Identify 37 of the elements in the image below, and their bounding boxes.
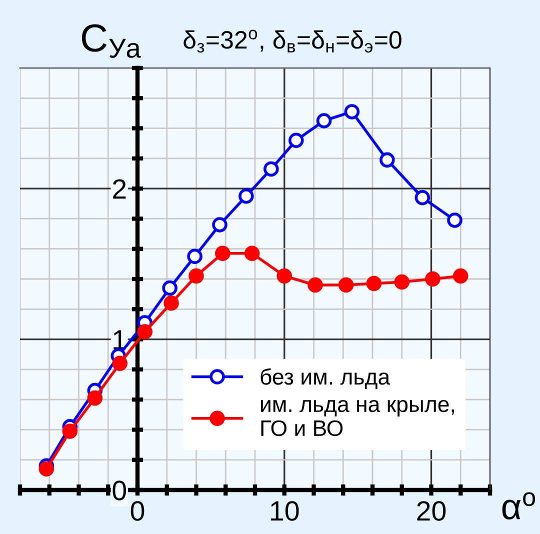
point — [447, 212, 462, 228]
point — [414, 190, 430, 206]
point — [162, 280, 178, 296]
legend-label: без им. льда — [260, 368, 390, 389]
point — [308, 277, 323, 293]
y-tick-label: 2 — [113, 179, 126, 199]
point — [112, 356, 128, 372]
point — [452, 268, 468, 284]
point — [338, 277, 354, 293]
point — [87, 390, 103, 406]
x-axis-title: α$^{o}$ — [502, 492, 536, 520]
x-tick-label: 10 — [271, 501, 299, 521]
point — [188, 268, 204, 284]
point — [38, 461, 54, 477]
point — [187, 248, 202, 264]
point — [137, 324, 152, 340]
y-axis-title: C$_{Уа}$ — [82, 24, 141, 58]
point — [316, 113, 332, 128]
point — [164, 295, 179, 311]
point — [276, 268, 292, 284]
point — [238, 188, 254, 204]
chart-title: δ$_{з}$=32$^{o}$, δ$_{в}$=δ$_{н}$=δ$_{э}$=0 — [184, 30, 402, 53]
point — [62, 424, 78, 439]
point — [264, 161, 279, 177]
x-tick-label: 20 — [417, 501, 446, 521]
point — [425, 271, 440, 287]
point — [380, 152, 395, 168]
point — [288, 132, 304, 148]
legend-label: им. льда на крыле, ГО и ВО — [261, 400, 454, 436]
point — [212, 217, 228, 232]
point — [344, 104, 360, 120]
point — [244, 246, 260, 262]
point — [215, 246, 230, 262]
point — [366, 276, 382, 292]
x-tick-label: 0 — [130, 501, 144, 521]
y-tick-label: 0 — [112, 480, 126, 500]
point — [394, 274, 410, 290]
